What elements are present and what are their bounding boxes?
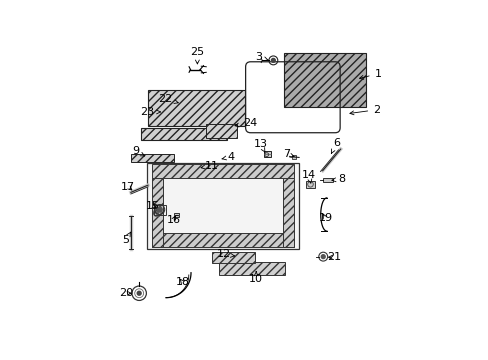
Bar <box>263 151 270 157</box>
Polygon shape <box>218 262 285 275</box>
Circle shape <box>157 207 162 212</box>
Text: 8: 8 <box>331 174 345 184</box>
Polygon shape <box>151 164 294 178</box>
Text: 11: 11 <box>201 161 218 171</box>
Circle shape <box>321 255 325 258</box>
Polygon shape <box>151 233 294 247</box>
Text: 6: 6 <box>331 138 339 153</box>
Text: 5: 5 <box>122 232 130 245</box>
Text: 19: 19 <box>318 213 332 224</box>
Bar <box>291 156 295 159</box>
Text: 16: 16 <box>166 215 180 225</box>
Text: 1: 1 <box>359 69 381 79</box>
Text: 3: 3 <box>255 52 267 62</box>
Polygon shape <box>206 123 236 138</box>
Text: 4: 4 <box>222 152 234 162</box>
Polygon shape <box>283 178 294 247</box>
Text: 14: 14 <box>301 170 315 183</box>
Text: 21: 21 <box>326 252 340 262</box>
Circle shape <box>271 58 275 62</box>
Bar <box>305 181 314 188</box>
Polygon shape <box>141 128 226 140</box>
Text: 2: 2 <box>349 105 380 115</box>
Polygon shape <box>211 252 254 263</box>
Polygon shape <box>284 53 365 107</box>
Polygon shape <box>151 178 163 247</box>
Polygon shape <box>148 90 244 126</box>
Text: 7: 7 <box>283 149 293 159</box>
Bar <box>323 179 332 183</box>
Text: 12: 12 <box>217 249 234 260</box>
Bar <box>173 213 178 217</box>
Text: 9: 9 <box>132 146 144 156</box>
Polygon shape <box>171 166 207 173</box>
Text: 13: 13 <box>253 139 267 152</box>
Text: 10: 10 <box>249 271 263 284</box>
Polygon shape <box>131 154 173 162</box>
Bar <box>147 163 298 249</box>
Text: 18: 18 <box>175 277 189 287</box>
Text: 24: 24 <box>234 118 257 128</box>
Text: 22: 22 <box>158 94 178 104</box>
Circle shape <box>156 211 158 214</box>
Circle shape <box>137 291 141 295</box>
Text: 15: 15 <box>146 201 160 211</box>
Text: 17: 17 <box>121 182 135 192</box>
Bar <box>153 204 165 215</box>
Text: 23: 23 <box>140 107 160 117</box>
Text: 20: 20 <box>119 288 133 298</box>
Text: 25: 25 <box>190 47 204 64</box>
